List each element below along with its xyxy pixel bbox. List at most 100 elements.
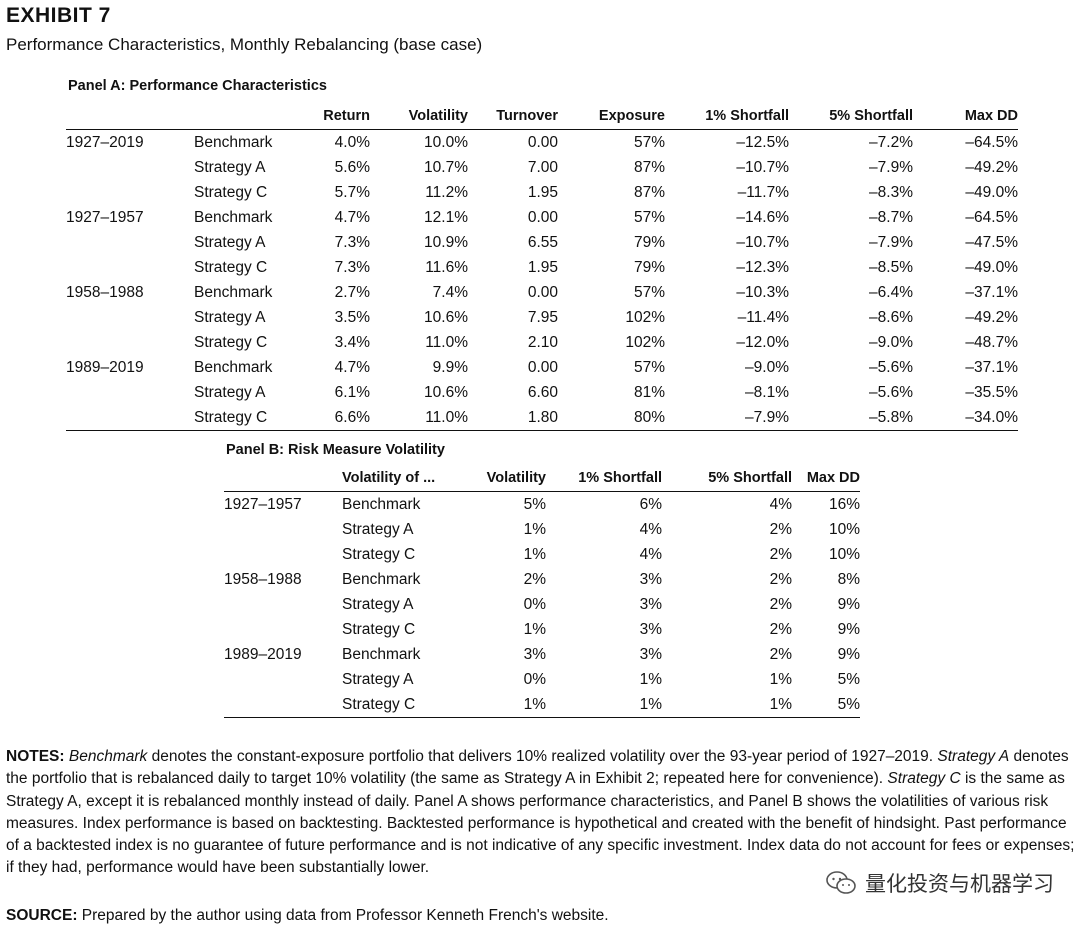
table-row: 1989–2019 Benchmark 3% 3% 2% 9% [224,642,860,667]
table-cell: 4.7% [334,208,370,226]
table-cell: 1% [464,692,546,718]
table-cell: 3% [639,645,662,663]
table-cell [66,380,194,405]
table-row: Strategy A 5.6% 10.7% 7.00 87% –10.7% –7.9% –49… [66,155,1018,180]
table-row: Strategy C 1% 4% 2% 10% [224,542,860,567]
table-cell: 1% [662,692,792,718]
table-cell: Strategy A [342,520,414,538]
table-row: Strategy C 5.7% 11.2% 1.95 87% –11.7% –8.3% –49… [66,180,1018,205]
table-cell: Strategy C [342,545,416,563]
table-cell: 10.6% [424,308,468,326]
table-cell: 10.6% [424,383,468,401]
table-row: Strategy C 7.3% 11.6% 1.95 79% –12.3% –8.5% –49… [66,255,1018,280]
notes-strategy-c-term: Strategy C [887,770,961,788]
table-cell: 0.00 [527,208,558,226]
table-cell: 1989–2019 [66,358,144,376]
table-cell: 9% [837,595,860,613]
table-cell: Strategy A [194,383,266,401]
table-cell: –11.7% [737,183,789,201]
table-cell: Strategy C [342,692,464,718]
table-cell: –12.3% [736,258,789,276]
column-header [224,465,342,492]
table-row: Strategy A 0% 3% 2% 9% [224,592,860,617]
table-cell: Benchmark [342,645,421,663]
table-cell: 2% [769,520,792,538]
table-cell: 11.0% [425,333,468,351]
table-cell: –10.7% [736,158,789,176]
table-cell: 3% [523,645,546,663]
table-cell: –7.9% [869,233,913,251]
table-row: 1927–2019 Benchmark 4.0% 10.0% 0.00 57% –12.5%… [66,130,1018,156]
table-cell: 9% [837,645,860,663]
wechat-icon [826,871,856,894]
table-cell: 11.0% [370,405,468,431]
notes-benchmark-term: Benchmark [68,748,148,765]
notes-label: NOTES: [6,748,65,765]
table-cell [66,255,194,280]
table-cell: 1.95 [527,258,558,276]
table-cell: 2% [769,545,792,563]
table-cell: 57% [633,283,665,301]
column-header: Max DD [792,465,860,492]
column-header: Exposure [558,103,665,130]
table-cell: 10.7% [424,158,468,176]
table-row: Strategy C 1% 3% 2% 9% [224,617,860,642]
table-cell: –10.3% [736,283,789,301]
table-cell: Strategy A [342,595,414,613]
panel-a-title: Panel A: Performance Characteristics [68,78,327,94]
table-cell: 6.55 [527,233,558,251]
table-cell: 1989–2019 [224,645,302,663]
source-text: Prepared by the author using data from P… [77,907,609,924]
table-cell: 0.00 [527,358,558,376]
notes: NOTES: Benchmark denotes the constant-ex… [6,746,1076,880]
table-cell: 6.6% [298,405,370,431]
table-cell: –8.5% [869,258,913,276]
column-header [194,103,298,130]
column-header: Volatility of ... [342,465,464,492]
table-cell [224,667,342,692]
table-cell: 4.7% [334,358,370,376]
table-row: 1958–1988 Benchmark 2.7% 7.4% 0.00 57% –10.3% –… [66,280,1018,305]
table-cell: 5% [792,692,860,718]
table-cell: –8.7% [869,208,913,226]
panel-b-title: Panel B: Risk Measure Volatility [226,442,445,458]
table-cell: 10% [828,520,860,538]
table-cell: –49.2% [965,308,1018,326]
table-cell: –49.0% [965,183,1018,201]
table-cell [224,592,342,617]
table-cell [66,305,194,330]
watermark: 量化投资与机器学习 [821,868,1058,898]
table-cell [66,330,194,355]
table-cell: 2.10 [527,333,558,351]
table-cell: 0% [523,595,546,613]
table-cell: –34.0% [913,405,1018,431]
table-cell: 1% [769,670,792,688]
table-cell: –6.4% [869,283,913,301]
table-cell: 2% [769,570,792,588]
table-cell [224,517,342,542]
table-cell: 2% [769,645,792,663]
table-cell: Strategy C [194,405,298,431]
notes-strategy-a-term: Strategy A [937,748,1010,765]
table-cell: 4.0% [334,133,370,151]
table-cell: –5.8% [789,405,913,431]
panel-a-table: Return Volatility Turnover Exposure 1% Short… [66,103,1018,431]
table-cell: 9.9% [432,358,468,376]
table-row: 1958–1988 Benchmark 2% 3% 2% 8% [224,567,860,592]
table-cell: 5.7% [334,183,370,201]
table-cell: 79% [633,233,665,251]
table-cell: 1% [523,620,546,638]
table-cell: 7.00 [527,158,558,176]
table-row: Strategy A 6.1% 10.6% 6.60 81% –8.1% –5.6% –35.… [66,380,1018,405]
table-cell: 10.9% [424,233,468,251]
table-cell: 11.2% [425,183,468,201]
table-cell: –37.1% [965,283,1018,301]
table-cell: Strategy A [342,670,414,688]
source: SOURCE: Prepared by the author using dat… [6,907,609,925]
table-cell: 7.95 [527,308,558,326]
column-header: Max DD [913,103,1018,130]
table-cell: 80% [558,405,665,431]
table-cell: –9.0% [745,358,789,376]
table-row: Strategy A 7.3% 10.9% 6.55 79% –10.7% –7.9% –47… [66,230,1018,255]
column-header: Return [298,103,370,130]
